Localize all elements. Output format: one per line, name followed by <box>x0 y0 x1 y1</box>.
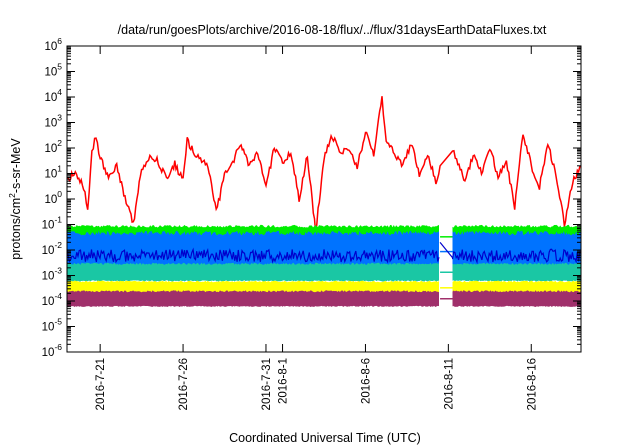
series-6-band-1 <box>452 290 581 307</box>
y-tick-base-7: 10 <box>44 169 57 181</box>
y-tick-label-5: 10-1 <box>42 215 63 232</box>
y-axis-title: protons/cm2-s-sr-MeV <box>7 138 23 260</box>
x-tick-label-0: 2016-7-21 <box>95 358 107 410</box>
y-tick-exp-9: 3 <box>57 113 62 123</box>
x-tick-label-3: 2016-8-1 <box>278 358 290 404</box>
x-tick-label-5: 2016-8-11 <box>443 358 455 410</box>
series-2-band-1 <box>452 230 581 272</box>
series-6-band-0 <box>67 290 439 307</box>
chart-title: /data/run/goesPlots/archive/2016-08-18/f… <box>118 23 547 37</box>
y-tick-base-3: 10 <box>42 271 55 283</box>
y-tick-exp-5: -1 <box>54 215 62 225</box>
y-tick-base-5: 10 <box>42 220 55 232</box>
y-tick-exp-8: 2 <box>57 138 62 148</box>
y-tick-label-2: 10-4 <box>42 291 63 308</box>
y-tick-label-12: 106 <box>44 36 62 53</box>
y-axis-title-exponent: 2 <box>7 193 17 198</box>
y-tick-label-1: 10-5 <box>42 317 63 334</box>
series-3-line-0 <box>66 247 440 264</box>
y-tick-base-0: 10 <box>42 347 55 359</box>
y-tick-base-8: 10 <box>44 143 57 155</box>
y-tick-exp-4: -2 <box>54 240 62 250</box>
y-tick-label-10: 104 <box>44 87 62 104</box>
y-tick-exp-2: -4 <box>54 291 62 301</box>
y-tick-label-7: 101 <box>44 164 62 181</box>
y-tick-base-6: 10 <box>44 194 57 206</box>
y-tick-exp-6: 0 <box>57 189 62 199</box>
y-tick-base-1: 10 <box>42 322 55 334</box>
y-tick-label-11: 105 <box>44 62 62 79</box>
series-4-band-1 <box>452 262 581 282</box>
axis-ticks: 10-610-510-410-310-210-11001011021031041… <box>42 36 581 410</box>
y-axis-title-part-b: -s-sr-MeV <box>9 138 23 194</box>
x-tick-label-4: 2016-8-6 <box>360 358 372 404</box>
x-axis-title: Coordinated Universal Time (UTC) <box>229 431 421 445</box>
series-3-gap-link <box>439 241 453 259</box>
y-tick-base-4: 10 <box>42 245 55 257</box>
y-tick-base-12: 10 <box>44 41 57 53</box>
y-tick-exp-12: 6 <box>57 36 62 46</box>
y-tick-base-9: 10 <box>44 118 57 130</box>
y-tick-exp-3: -3 <box>54 266 62 276</box>
y-tick-label-4: 10-2 <box>42 240 63 257</box>
y-tick-exp-7: 1 <box>57 164 62 174</box>
plot-area <box>66 96 582 307</box>
series-3-line-1 <box>451 248 582 265</box>
series-0-line <box>66 96 582 234</box>
y-tick-exp-10: 4 <box>57 87 62 97</box>
y-tick-label-6: 100 <box>44 189 62 206</box>
y-tick-exp-0: -6 <box>54 342 62 352</box>
y-axis-title-part-a: protons/cm <box>9 198 23 260</box>
y-tick-exp-11: 5 <box>57 62 62 72</box>
x-tick-label-6: 2016-8-16 <box>526 358 538 410</box>
y-tick-label-0: 10-6 <box>42 342 63 359</box>
x-tick-label-1: 2016-7-26 <box>178 358 190 410</box>
y-tick-exp-1: -5 <box>54 317 62 327</box>
y-tick-base-2: 10 <box>42 296 55 308</box>
series-4-band-0 <box>67 262 439 282</box>
series-5-band-0 <box>67 280 439 295</box>
y-tick-label-3: 10-3 <box>42 266 63 283</box>
y-tick-label-8: 102 <box>44 138 62 155</box>
y-tick-base-11: 10 <box>44 67 57 79</box>
y-tick-base-10: 10 <box>44 92 57 104</box>
y-tick-label-9: 103 <box>44 113 62 130</box>
x-tick-label-2: 2016-7-31 <box>261 358 273 410</box>
